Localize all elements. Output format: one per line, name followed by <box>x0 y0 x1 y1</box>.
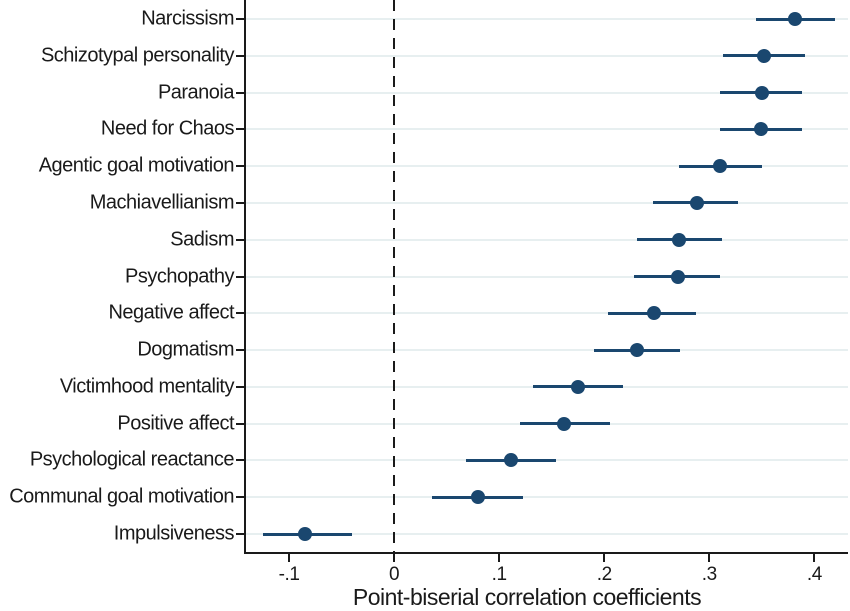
gridline <box>246 349 848 352</box>
category-label: Agentic goal motivation <box>38 154 235 177</box>
gridline <box>246 165 848 168</box>
category-label: Need for Chaos <box>100 117 235 140</box>
y-axis-tick <box>236 349 244 352</box>
gridline <box>246 91 848 94</box>
y-axis-tick <box>236 165 244 168</box>
point-estimate-marker <box>503 453 518 468</box>
x-axis-tick <box>708 554 711 562</box>
category-label: Schizotypal personality <box>40 44 235 67</box>
x-axis-title: Point-biserial correlation coefficients <box>352 584 702 610</box>
x-axis-tick <box>498 554 501 562</box>
y-axis-tick <box>236 91 244 94</box>
gridline <box>246 275 848 278</box>
y-axis-tick <box>236 54 244 57</box>
point-estimate-marker <box>570 379 585 394</box>
point-estimate-marker <box>754 85 769 100</box>
category-label: Psychological reactance <box>29 448 235 471</box>
gridline <box>246 312 848 315</box>
y-axis-tick <box>236 312 244 315</box>
category-label: Machiavellianism <box>89 191 235 214</box>
gridline <box>246 496 848 499</box>
y-axis-line <box>244 0 246 554</box>
y-axis-tick <box>236 275 244 278</box>
y-axis-tick <box>236 496 244 499</box>
point-estimate-marker <box>297 527 312 541</box>
x-axis-tick <box>813 554 816 562</box>
plot-area: -.1 0 .1 .2 .3 .4 <box>236 0 848 585</box>
category-label: Psychopathy <box>124 265 235 287</box>
point-estimate-marker <box>629 343 644 358</box>
x-axis-tick <box>393 554 396 562</box>
category-label: Negative affect <box>108 301 234 324</box>
y-axis-tick <box>236 201 244 204</box>
x-axis-tick-label: .2 <box>596 564 612 585</box>
category-label: Communal goal motivation <box>9 485 234 508</box>
gridline <box>246 128 848 131</box>
x-axis-tick-label: .4 <box>806 564 822 585</box>
category-label: Paranoia <box>157 81 235 104</box>
y-axis-tick <box>236 385 244 388</box>
x-axis-tick <box>288 554 291 562</box>
point-estimate-marker <box>712 159 727 174</box>
category-label: Victimhood mentality <box>59 375 235 398</box>
y-axis-category-labels: Narcissism Schizotypal personality Paranoi… <box>0 0 234 553</box>
y-axis-tick <box>236 18 244 20</box>
category-label: Narcissism <box>141 7 234 30</box>
category-label: Impulsiveness <box>113 522 235 545</box>
x-axis-tick-label: .1 <box>491 564 507 585</box>
x-axis-tick-label: -.1 <box>278 564 300 585</box>
point-estimate-marker <box>557 416 572 431</box>
gridline <box>246 18 848 20</box>
point-estimate-marker <box>670 269 685 284</box>
point-estimate-marker <box>646 306 661 321</box>
x-axis-tick-label: 0 <box>389 564 400 585</box>
y-axis-tick <box>236 533 244 535</box>
category-label: Positive affect <box>117 412 234 435</box>
gridline <box>246 54 848 57</box>
y-axis-tick <box>236 238 244 241</box>
point-estimate-marker <box>788 12 803 26</box>
y-axis-tick <box>236 422 244 425</box>
category-label: Sadism <box>170 228 234 251</box>
zero-reference-line <box>393 0 396 552</box>
category-label: Dogmatism <box>137 338 234 361</box>
x-axis-tick <box>603 554 606 562</box>
point-estimate-marker <box>671 232 686 247</box>
point-estimate-marker <box>753 122 768 137</box>
x-axis-tick-label: .3 <box>701 564 717 585</box>
gridline <box>246 238 848 241</box>
y-axis-tick <box>236 459 244 462</box>
y-axis-tick <box>236 128 244 131</box>
point-estimate-marker <box>471 490 486 505</box>
point-estimate-marker <box>756 48 771 63</box>
x-axis-line <box>244 552 848 554</box>
gridline <box>246 201 848 204</box>
point-estimate-marker <box>689 195 704 210</box>
gridline <box>246 533 848 535</box>
